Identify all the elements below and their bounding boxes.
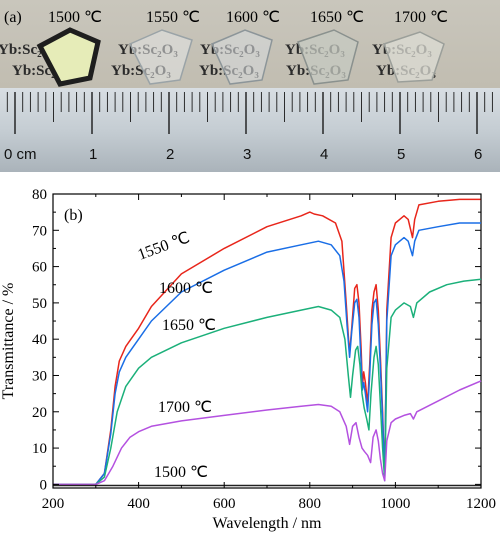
series-label-1650: 1650 ℃	[162, 317, 216, 334]
y-tick-label: 60	[32, 260, 47, 276]
ruler-number: 4	[320, 146, 328, 163]
series-line-1700	[53, 380, 482, 486]
series-line-1600	[53, 222, 481, 486]
x-tick-label: 600	[213, 496, 236, 512]
sample-photo: Yb:Sc₂O₃ Yb:Sc₂O₃ Yb:Sc₂O₃ Yb:Sc₂O₃ Yb:S…	[0, 0, 500, 172]
sample-1500	[36, 27, 101, 87]
y-tick-label: 0	[40, 477, 48, 493]
ruler-number: 1	[89, 146, 97, 163]
plot-frame	[52, 193, 482, 489]
series-label-1700: 1700 ℃	[158, 399, 212, 416]
y-tick-label: 40	[32, 332, 47, 348]
series-line-1650	[53, 278, 482, 486]
x-tick-label: 1200	[466, 496, 496, 512]
series-label-1600: 1600 ℃	[159, 280, 213, 297]
ruler	[0, 88, 500, 172]
y-axis-title: Transmittance / %	[0, 283, 17, 400]
y-tick-label: 30	[32, 368, 47, 384]
temperature-label: 1500 ℃	[48, 9, 102, 26]
sample-1700	[383, 31, 445, 83]
y-tick-label: 80	[32, 187, 47, 203]
temperature-label: 1700 ℃	[394, 9, 448, 26]
sample-1650	[297, 29, 359, 85]
ruler-number: 6	[474, 146, 482, 163]
ruler-number: 3	[243, 146, 251, 163]
transmittance-chart: 200 400 600 800 1000 1200 0 10 20 30 40 50 60 70 80 (b…	[0, 187, 496, 532]
series-label-1550: 1550 ℃	[136, 229, 193, 263]
ruler-number: 2	[166, 146, 174, 163]
x-tick-label: 800	[299, 496, 322, 512]
temperature-label: 1550 ℃	[146, 9, 200, 26]
sample-1600	[211, 29, 273, 85]
panel-b-label: (b)	[64, 207, 83, 224]
temperature-label: 1600 ℃	[226, 9, 280, 26]
temperature-labels: 1500 ℃ 1550 ℃ 1600 ℃ 1650 ℃ 1700 ℃	[48, 9, 448, 26]
ruler-ticks	[6, 92, 493, 134]
ruler-unit-label: 0 cm	[4, 146, 37, 163]
axis-layer: 200 400 600 800 1000 1200 0 10 20 30 40 50 60 70 80	[32, 187, 496, 512]
y-tick-label: 50	[32, 296, 47, 312]
y-tick-label: 70	[32, 223, 47, 239]
panel-a-label: (a)	[4, 9, 22, 26]
series-layer	[53, 198, 482, 487]
sample-1550	[128, 29, 193, 85]
x-axis-title: Wavelength / nm	[213, 515, 322, 532]
x-tick-label: 1000	[380, 496, 410, 512]
ceramic-samples	[36, 27, 445, 87]
y-tick-label: 20	[32, 405, 47, 421]
temperature-label: 1650 ℃	[310, 9, 364, 26]
series-label-1500: 1500 ℃	[154, 464, 208, 481]
x-tick-label: 400	[127, 496, 150, 512]
ruler-numbers: 0 cm 1 2 3 4 5 6	[4, 146, 482, 163]
ruler-number: 5	[397, 146, 405, 163]
y-tick-label: 10	[32, 441, 47, 457]
series-line-1550	[53, 198, 481, 486]
x-tick-label: 200	[42, 496, 65, 512]
